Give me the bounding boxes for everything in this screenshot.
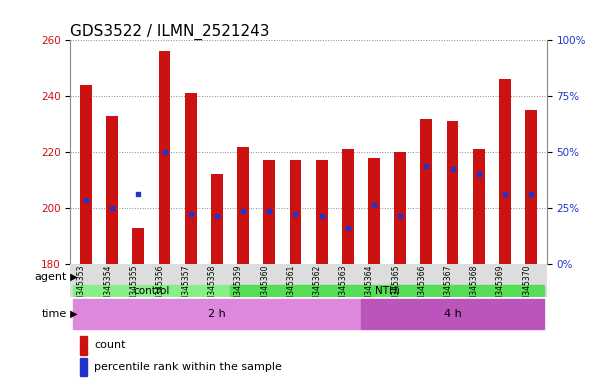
Bar: [80, 85, 92, 264]
Bar: [185, 93, 197, 264]
Bar: [159, 51, 170, 264]
Text: GSM345370: GSM345370: [522, 265, 531, 311]
Bar: [263, 161, 275, 264]
Bar: [73, 299, 361, 329]
Text: GSM345364: GSM345364: [365, 265, 374, 311]
Text: GSM345360: GSM345360: [260, 265, 269, 311]
Bar: [342, 149, 354, 264]
Bar: [211, 174, 223, 264]
Text: GSM345354: GSM345354: [103, 265, 112, 311]
Text: GSM345369: GSM345369: [496, 265, 505, 311]
Text: percentile rank within the sample: percentile rank within the sample: [94, 362, 282, 372]
Text: GSM345362: GSM345362: [313, 265, 321, 311]
Text: NTHi: NTHi: [375, 286, 400, 296]
Text: 2 h: 2 h: [208, 309, 226, 319]
Text: time: time: [42, 309, 67, 319]
Text: GDS3522 / ILMN_2521243: GDS3522 / ILMN_2521243: [70, 24, 270, 40]
Text: GSM345367: GSM345367: [444, 265, 453, 311]
Bar: [316, 161, 327, 264]
Bar: [290, 161, 301, 264]
Text: GSM345358: GSM345358: [208, 265, 217, 311]
Text: GSM345366: GSM345366: [417, 265, 426, 311]
Text: GSM345357: GSM345357: [181, 265, 191, 311]
Bar: [73, 285, 230, 298]
Text: GSM345353: GSM345353: [77, 265, 86, 311]
Bar: [80, 336, 87, 354]
Bar: [525, 110, 537, 264]
Text: GSM345355: GSM345355: [130, 265, 138, 311]
Bar: [237, 147, 249, 264]
Bar: [361, 299, 544, 329]
Text: GSM345356: GSM345356: [156, 265, 164, 311]
Bar: [394, 152, 406, 264]
Bar: [447, 121, 458, 264]
Bar: [133, 228, 144, 264]
Text: ▶: ▶: [67, 272, 78, 282]
Text: control: control: [133, 286, 170, 296]
Text: GSM345363: GSM345363: [339, 265, 348, 311]
Bar: [368, 158, 380, 264]
Text: count: count: [94, 340, 126, 350]
Text: GSM345361: GSM345361: [287, 265, 296, 311]
Bar: [230, 285, 544, 298]
Bar: [80, 358, 87, 376]
Text: GSM345368: GSM345368: [470, 265, 479, 311]
Bar: [473, 149, 485, 264]
Text: 4 h: 4 h: [444, 309, 461, 319]
Bar: [106, 116, 118, 264]
Bar: [420, 119, 433, 264]
Text: ▶: ▶: [67, 309, 78, 319]
Text: agent: agent: [35, 272, 67, 282]
Text: GSM345365: GSM345365: [391, 265, 400, 311]
Bar: [499, 79, 511, 264]
Text: GSM345359: GSM345359: [234, 265, 243, 311]
